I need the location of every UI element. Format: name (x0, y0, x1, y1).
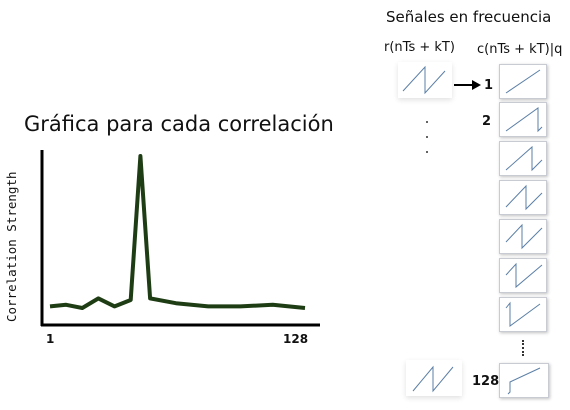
x-tick-label-first: 1 (46, 332, 55, 346)
ellipsis-dot (426, 121, 428, 123)
freq-panel-title: Señales en frecuencia (386, 8, 552, 26)
candidate-tile-1 (499, 64, 547, 99)
candidate-tile-7 (499, 297, 547, 332)
candidate-tile-2 (499, 102, 547, 137)
index-label-first: 1 (484, 78, 494, 93)
correlation-chart (40, 150, 320, 327)
correlation-series-line (49, 154, 306, 310)
ellipsis-dot (426, 151, 428, 153)
candidate-tile-128 (499, 363, 549, 398)
candidate-tile-3 (499, 141, 547, 176)
candidate-signal-header: c(nTs + kT)|q (477, 42, 563, 57)
ellipsis-line (522, 340, 525, 356)
arrow-icon (454, 80, 481, 90)
chart-title: Gráfica para cada correlación (24, 112, 334, 136)
received-signal-thumbnail-last (406, 360, 462, 396)
x-tick-label-last: 128 (283, 332, 309, 346)
received-signal-thumbnail (398, 62, 452, 98)
candidate-tile-6 (499, 258, 547, 293)
received-signal-header: r(nTs + kT) (384, 40, 455, 55)
index-label-second: 2 (482, 114, 492, 129)
index-label-last: 128 (472, 374, 500, 389)
ellipsis-dot (426, 136, 428, 138)
candidate-tile-5 (499, 219, 547, 254)
candidate-tile-4 (499, 180, 547, 215)
